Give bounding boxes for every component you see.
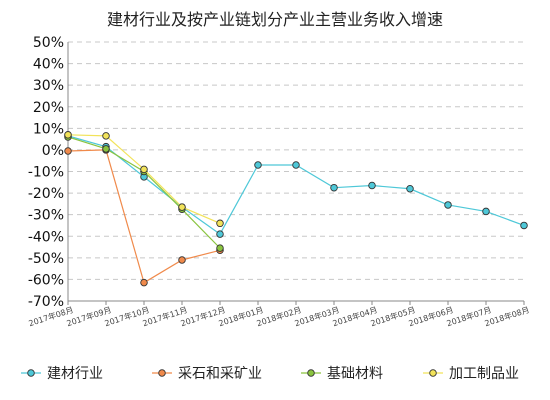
legend-label: 建材行业 (47, 366, 103, 382)
data-point (368, 181, 376, 190)
data-point (140, 278, 148, 287)
y-tick-label: -70% (28, 294, 64, 310)
y-tick-label: -30% (28, 208, 64, 224)
data-point (216, 244, 224, 252)
data-point (64, 147, 72, 155)
y-tick-label: -10% (28, 165, 64, 181)
legend-swatch-marker (27, 369, 35, 377)
data-point (216, 230, 224, 238)
y-tick-label: -50% (28, 251, 64, 267)
series-line-2 (67, 136, 221, 249)
data-point (178, 203, 186, 211)
data-point (102, 132, 110, 140)
data-point (102, 145, 110, 153)
data-point (216, 219, 224, 228)
y-tick-label: 20% (33, 100, 64, 116)
data-point (140, 165, 148, 174)
legend-label: 采石和采矿业 (178, 366, 262, 382)
y-tick-label: 40% (33, 57, 64, 73)
data-point (254, 161, 262, 169)
data-point (406, 185, 414, 193)
y-tick-label: 50% (33, 35, 64, 51)
y-tick-label: 30% (33, 78, 64, 94)
data-point (520, 221, 528, 230)
data-point (292, 161, 300, 169)
y-tick-label: -40% (28, 229, 64, 245)
chart-title: 建材行业及按产业链划分产业主营业务收入增速 (106, 10, 443, 29)
legend-swatch-marker (429, 369, 437, 377)
legend-label: 加工制品业 (449, 366, 519, 382)
legend-swatch-marker (158, 369, 166, 377)
data-point (444, 201, 452, 209)
y-tick-label: -20% (28, 186, 64, 202)
y-tick-label: -60% (28, 272, 64, 288)
data-point (482, 207, 490, 216)
series-line-0 (67, 135, 525, 235)
data-point (330, 183, 338, 192)
data-point (178, 256, 186, 264)
y-tick-label: 0% (42, 143, 64, 159)
data-point (64, 131, 72, 139)
legend-swatch-marker (307, 369, 315, 377)
legend-label: 基础材料 (327, 365, 383, 382)
y-tick-label: 10% (33, 121, 64, 137)
